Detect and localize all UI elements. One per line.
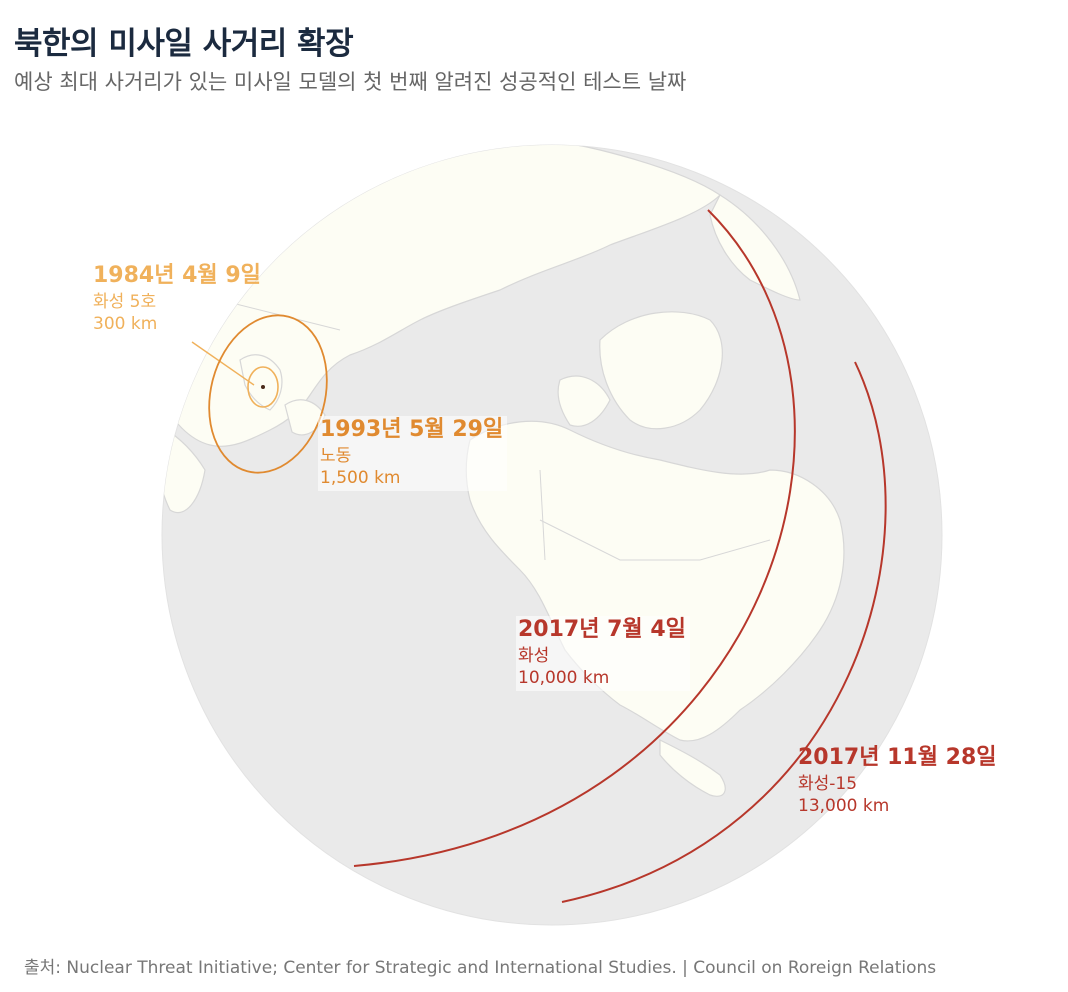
chart-subtitle: 예상 최대 사거리가 있는 미사일 모델의 첫 번째 알려진 성공적인 테스트 … xyxy=(14,70,687,94)
leader-line-1984 xyxy=(191,341,255,386)
land-central-america xyxy=(659,739,726,797)
chart-title: 북한의 미사일 사거리 확장 xyxy=(14,26,354,62)
land-europe xyxy=(709,194,801,301)
source-note: 출처: Nuclear Threat Initiative; Center fo… xyxy=(24,958,937,978)
label-1993: 1993년 5월 29일 노동 1,500 km xyxy=(318,416,508,491)
label-1993-range: 1,500 km xyxy=(320,467,401,488)
label-1993-date: 1993년 5월 29일 xyxy=(320,417,504,442)
border-alaska xyxy=(539,469,546,561)
label-2017-jul-model: 화성 xyxy=(518,645,550,666)
label-1993-model: 노동 xyxy=(320,445,352,466)
label-2017-jul: 2017년 7월 4일 화성 10,000 km xyxy=(516,616,690,691)
range-ring-1993 xyxy=(208,314,328,474)
label-2017-nov-model: 화성-15 xyxy=(798,773,858,794)
land-korea xyxy=(239,354,283,411)
label-2017-nov: 2017년 11월 28일 화성-15 13,000 km xyxy=(798,744,997,817)
label-2017-nov-date: 2017년 11월 28일 xyxy=(798,745,997,770)
label-1984-date: 1984년 4월 9일 xyxy=(93,263,261,288)
border-canada-us xyxy=(539,519,771,561)
label-1984-range: 300 km xyxy=(93,313,158,334)
label-2017-jul-date: 2017년 7월 4일 xyxy=(518,617,686,642)
label-1984-model: 화성 5호 xyxy=(93,291,157,312)
land-greenland xyxy=(599,311,723,430)
range-arc-2017-nov xyxy=(561,361,887,903)
range-arc-2017-jul xyxy=(353,209,796,867)
land-japan xyxy=(284,399,326,436)
land-arctic-islands xyxy=(557,375,611,427)
label-2017-nov-range: 13,000 km xyxy=(798,795,890,816)
land-north-america xyxy=(465,420,845,742)
range-ring-1984 xyxy=(247,366,279,408)
label-2017-jul-range: 10,000 km xyxy=(518,667,610,688)
launch-site-marker xyxy=(261,385,265,389)
label-1984: 1984년 4월 9일 화성 5호 300 km xyxy=(93,262,261,335)
